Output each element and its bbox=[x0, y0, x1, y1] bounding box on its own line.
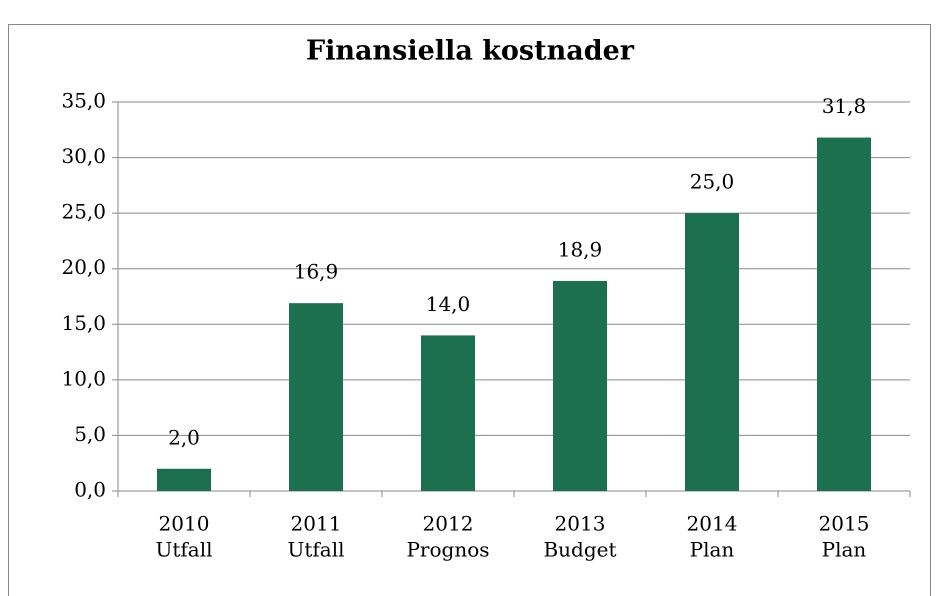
x-tick-label: 2014 bbox=[687, 512, 738, 536]
value-label: 25,0 bbox=[690, 170, 735, 194]
x-tick-label: Utfall bbox=[155, 538, 212, 562]
x-tick-label: 2011 bbox=[291, 512, 342, 536]
bar bbox=[421, 335, 475, 491]
x-tick-label: 2010 bbox=[159, 512, 210, 536]
y-tick-label: 35,0 bbox=[61, 89, 106, 113]
y-tick-label: 10,0 bbox=[61, 366, 106, 390]
x-tick-label: 2013 bbox=[555, 512, 606, 536]
y-tick-label: 25,0 bbox=[61, 200, 106, 224]
x-tick-label: 2015 bbox=[819, 512, 870, 536]
bar bbox=[157, 468, 211, 491]
value-label: 31,8 bbox=[822, 94, 867, 118]
bar bbox=[289, 303, 343, 491]
bar bbox=[553, 280, 607, 491]
x-tick-label: Prognos bbox=[406, 538, 489, 562]
bar bbox=[685, 213, 739, 491]
x-tick-label: 2012 bbox=[423, 512, 474, 536]
chart-title: Finansiella kostnader bbox=[306, 36, 635, 67]
value-label: 18,9 bbox=[558, 237, 603, 261]
x-tick-label: Plan bbox=[690, 538, 735, 562]
bar bbox=[817, 137, 871, 491]
chart-border bbox=[8, 24, 931, 596]
y-tick-label: 20,0 bbox=[61, 255, 106, 279]
y-tick-label: 30,0 bbox=[61, 144, 106, 168]
y-tick-label: 5,0 bbox=[74, 422, 106, 446]
x-tick-label: Utfall bbox=[287, 538, 344, 562]
y-tick-label: 0,0 bbox=[74, 478, 106, 502]
value-label: 14,0 bbox=[426, 292, 471, 316]
x-tick-label: Plan bbox=[822, 538, 867, 562]
value-label: 16,9 bbox=[294, 260, 339, 284]
value-label: 2,0 bbox=[168, 425, 200, 449]
x-tick-label: Budget bbox=[543, 538, 616, 562]
y-tick-label: 15,0 bbox=[61, 311, 106, 335]
